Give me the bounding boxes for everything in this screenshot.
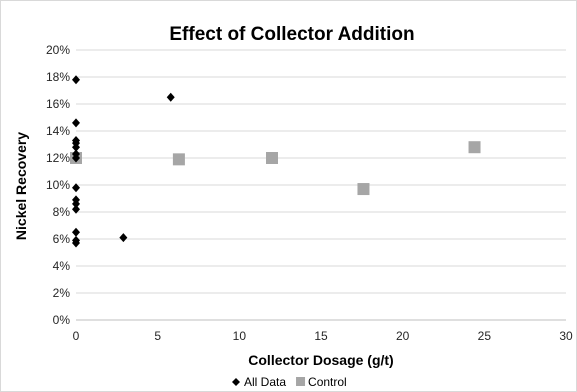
- x-axis-title: Collector Dosage (g/t): [248, 352, 393, 368]
- all-data-point-9: [72, 199, 80, 209]
- y-axis-title: Nickel Recovery: [13, 132, 29, 240]
- x-axis-ticks: 0 5 10 15 20 25 30: [73, 329, 573, 343]
- y-tick-label: 16%: [46, 97, 70, 111]
- y-tick-label: 8%: [53, 205, 71, 219]
- y-axis-ticks: 0% 2% 4% 6% 8% 10% 12% 14% 16% 18% 20%: [46, 43, 70, 327]
- legend-marker-0: [232, 378, 240, 386]
- x-tick-label: 25: [478, 329, 492, 343]
- control-point-2: [266, 152, 278, 164]
- x-tick-label: 10: [233, 329, 247, 343]
- legend-marker-1: [296, 377, 306, 386]
- control-point-1: [172, 153, 185, 166]
- control-point-3: [357, 183, 370, 196]
- x-tick-label: 5: [154, 329, 161, 343]
- x-tick-label: 15: [314, 329, 328, 343]
- y-tick-label: 14%: [46, 124, 70, 138]
- all-data-point-15: [166, 92, 175, 102]
- legend: All Data Control: [232, 375, 347, 389]
- y-tick-label: 12%: [46, 151, 70, 165]
- y-tick-label: 10%: [46, 178, 70, 192]
- control-point-4: [468, 141, 481, 154]
- x-tick-label: 20: [396, 329, 410, 343]
- y-tick-label: 18%: [46, 70, 70, 84]
- all-data-point-13: [72, 238, 80, 248]
- data-points: [70, 75, 481, 248]
- y-tick-label: 2%: [53, 286, 71, 300]
- x-tick-label: 30: [559, 329, 573, 343]
- all-data-point-6: [72, 153, 80, 163]
- x-tick-label: 0: [73, 329, 80, 343]
- all-data-point-4: [72, 142, 80, 152]
- y-tick-label: 0%: [53, 313, 71, 327]
- gridlines: [76, 49, 566, 294]
- all-data-point-10: [72, 204, 80, 214]
- y-tick-label: 6%: [53, 232, 71, 246]
- all-data-point-0: [72, 75, 80, 85]
- legend-label-1: Control: [308, 375, 347, 389]
- legend-label-0: All Data: [244, 375, 286, 389]
- all-data-point-11: [72, 227, 80, 237]
- all-data-point-7: [72, 183, 80, 193]
- y-tick-label: 20%: [46, 43, 70, 57]
- chart-title: Effect of Collector Addition: [169, 24, 414, 45]
- all-data-point-14: [119, 233, 128, 243]
- y-tick-label: 4%: [53, 259, 71, 273]
- all-data-point-1: [72, 118, 80, 128]
